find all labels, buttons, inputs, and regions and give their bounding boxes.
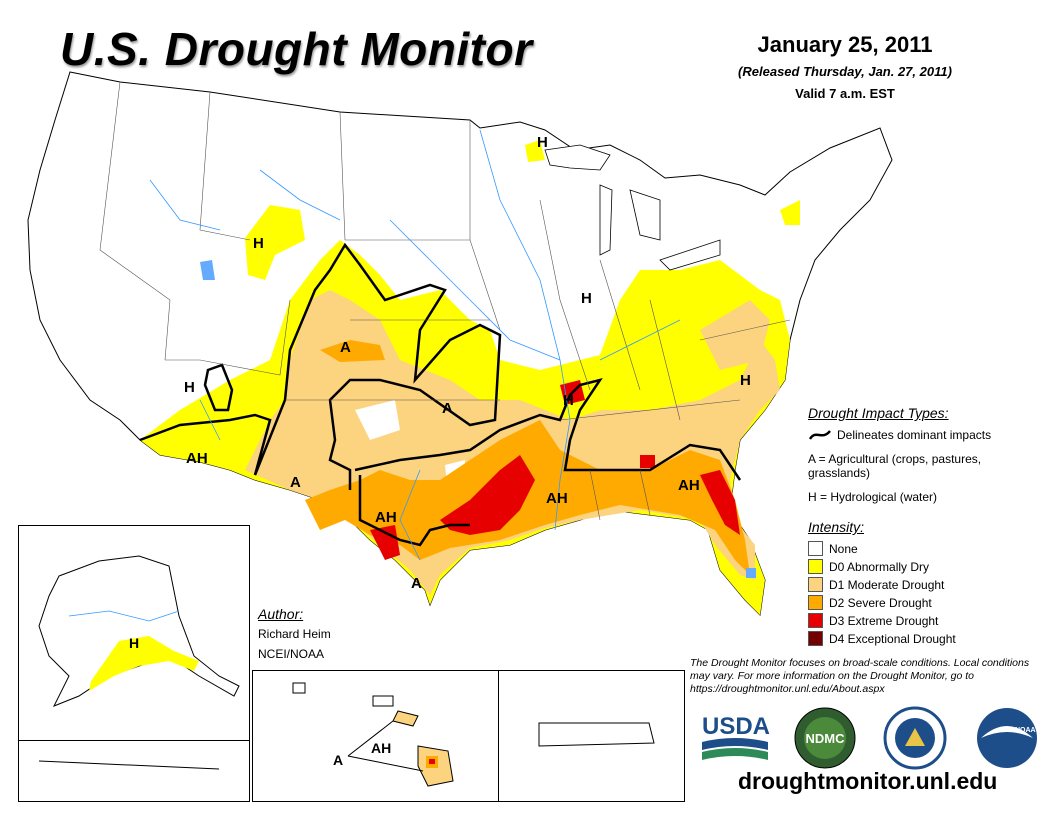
label-a-colorado: A — [340, 339, 351, 356]
great-salt-lake — [200, 260, 215, 280]
alaska-inset: H — [18, 525, 250, 742]
label-h-minnesota: H — [537, 134, 548, 151]
hawaii-inset: A AH — [252, 670, 500, 802]
author-org: NCEI/NOAA — [258, 647, 325, 661]
author-heading: Author: — [258, 606, 304, 622]
great-lake-michigan — [599, 184, 613, 256]
label-h-virginia: H — [740, 372, 751, 389]
swatch-d1 — [808, 577, 823, 592]
d0-mn — [525, 140, 545, 162]
usda-logo: USDA — [702, 713, 770, 760]
alaska-rivers — [68, 610, 180, 622]
d0-ne — [780, 200, 800, 225]
d3-area-5 — [640, 455, 655, 468]
intensity-d1: D1 Moderate Drought — [808, 576, 944, 593]
delineate-line-icon — [808, 430, 831, 440]
label-a-hawaii: A — [333, 752, 343, 768]
swatch-none — [808, 541, 823, 556]
puerto-rico-outline — [538, 722, 655, 747]
swatch-d2 — [808, 595, 823, 610]
puerto-rico-inset — [498, 670, 685, 802]
ndmc-logo: NDMC — [794, 707, 856, 769]
intensity-d2: D2 Severe Drought — [808, 594, 932, 611]
valid-time: Valid 7 a.m. EST — [795, 86, 895, 101]
delineates-label: Delineates dominant impacts — [837, 428, 992, 442]
label-h-tennessee: H — [563, 392, 574, 409]
label-a-texas: A — [411, 575, 422, 592]
alaska-outline — [38, 555, 240, 707]
d1-midatlantic — [700, 300, 770, 370]
map-date: January 25, 2011 — [757, 32, 933, 57]
intensity-d3: D3 Extreme Drought — [808, 612, 938, 629]
intensity-none: None — [808, 540, 858, 557]
intensity-d4: D4 Exceptional Drought — [808, 630, 956, 647]
svg-text:NOAA: NOAA — [1015, 727, 1036, 734]
label-a-newmexico: A — [290, 474, 301, 491]
d2-kansas — [320, 340, 385, 362]
swatch-d4 — [808, 631, 823, 646]
hawaii-map: A AH — [292, 682, 454, 787]
impact-line-west — [139, 413, 272, 476]
rivers — [149, 129, 681, 561]
great-lake-huron — [629, 189, 661, 241]
noaa-logo: NOAA — [977, 708, 1037, 768]
state-borders — [99, 81, 791, 521]
hawaii-d3 — [429, 759, 435, 764]
label-h-alaska: H — [129, 635, 139, 651]
great-lake-superior — [544, 144, 611, 171]
d0-wyoming — [245, 205, 305, 280]
intensity-d0: D0 Abnormally Dry — [808, 558, 929, 575]
label-h-montana: H — [253, 235, 264, 252]
agricultural-label: A = Agricultural (crops, pastures, grass… — [808, 452, 982, 480]
hawaii-maui-group — [392, 710, 419, 727]
swatch-d0 — [808, 559, 823, 574]
label-ah-mississippi: AH — [546, 490, 568, 507]
d3-area-1 — [440, 455, 535, 535]
website-url[interactable]: droughtmonitor.unl.edu — [738, 768, 998, 794]
alaska-map: H — [38, 555, 240, 707]
d3-area-2 — [700, 470, 740, 535]
hawaii-oahu — [372, 695, 394, 707]
svg-text:NDMC: NDMC — [806, 731, 846, 746]
swatch-d3 — [808, 613, 823, 628]
alaska-d0 — [89, 636, 199, 691]
impact-line-south — [354, 378, 742, 481]
commerce-seal — [883, 706, 947, 770]
svg-text:USDA: USDA — [702, 713, 770, 740]
intensity-heading: Intensity: — [808, 519, 865, 535]
lake-okeechobee — [746, 568, 756, 578]
label-a-kansas: A — [442, 400, 453, 417]
impact-line-nevada — [203, 363, 234, 412]
author-name: Richard Heim — [258, 627, 331, 641]
great-lake-erie — [659, 239, 721, 271]
hydrological-label: H = Hydrological (water) — [808, 490, 938, 504]
d2-south — [305, 420, 750, 575]
puerto-rico-map — [538, 722, 655, 747]
release-date: (Released Thursday, Jan. 27, 2011) — [738, 64, 952, 79]
d3-area-3 — [370, 525, 400, 560]
label-h-illinois: H — [581, 290, 592, 307]
label-ah-georgia: AH — [678, 477, 700, 494]
label-ah-texas: AH — [375, 509, 397, 526]
hawaii-kauai — [292, 682, 306, 694]
impact-line-texas — [358, 475, 470, 547]
label-ah-hawaii: AH — [371, 740, 391, 756]
map-title: U.S. Drought Monitor — [60, 23, 533, 75]
label-h-nevada: H — [184, 379, 195, 396]
aleutian-inset — [18, 740, 250, 802]
none-hole — [355, 400, 400, 440]
label-ah-arizona: AH — [186, 450, 208, 467]
footnote: The Drought Monitor focuses on broad-sca… — [690, 657, 1030, 695]
impact-types-heading: Drought Impact Types: — [808, 405, 949, 421]
